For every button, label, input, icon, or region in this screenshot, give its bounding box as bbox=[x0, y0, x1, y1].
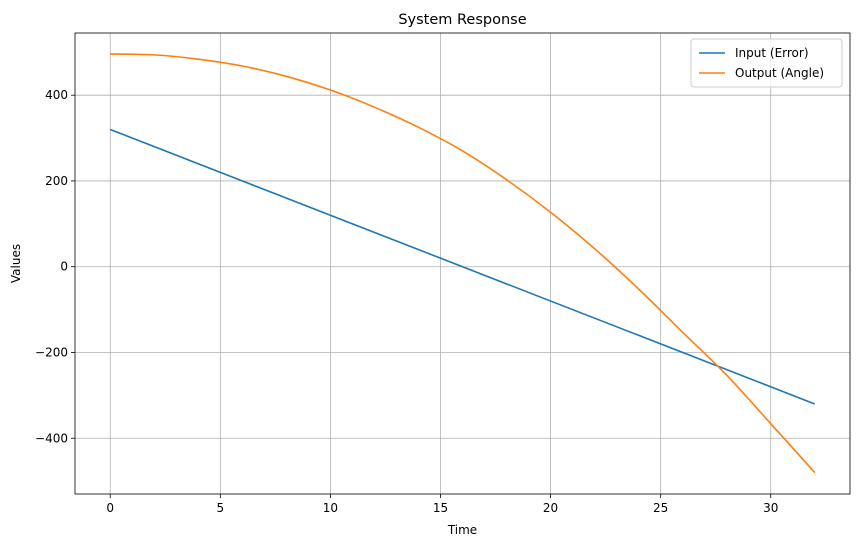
legend-label: Input (Error) bbox=[735, 46, 809, 60]
axis-ticks: 0 5 10 15 20 25 30 −400 −200 0 200 400 bbox=[35, 88, 778, 515]
y-axis-label: Values bbox=[9, 244, 23, 283]
legend-label: Output (Angle) bbox=[735, 66, 824, 80]
x-tick-label: 30 bbox=[763, 501, 778, 515]
series-line-input-error bbox=[109, 128, 816, 405]
y-tick-label: 0 bbox=[60, 260, 68, 274]
legend: Input (Error) Output (Angle) bbox=[690, 38, 843, 88]
series-line-output-angle bbox=[110, 53, 816, 474]
x-tick-label: 20 bbox=[543, 501, 558, 515]
plot-frame bbox=[74, 32, 851, 495]
y-tick-label: −400 bbox=[35, 431, 68, 445]
y-tick-label: 400 bbox=[45, 88, 68, 102]
x-tick-label: 5 bbox=[216, 501, 224, 515]
chart-title: System Response bbox=[398, 12, 526, 28]
x-axis-label: Time bbox=[447, 523, 477, 537]
x-tick-label: 10 bbox=[323, 501, 338, 515]
y-tick-label: 200 bbox=[45, 174, 68, 188]
x-tick-label: 0 bbox=[106, 501, 114, 515]
x-tick-label: 25 bbox=[653, 501, 668, 515]
legend-box bbox=[690, 38, 843, 88]
series-lines bbox=[109, 53, 816, 474]
x-tick-label: 15 bbox=[433, 501, 448, 515]
y-tick-label: −200 bbox=[35, 345, 68, 359]
